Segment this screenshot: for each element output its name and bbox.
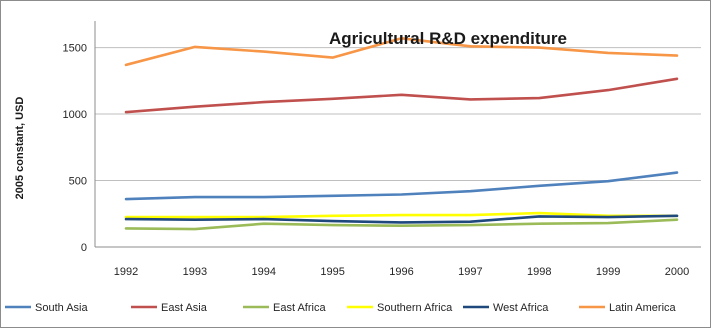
series-lines	[124, 36, 679, 231]
legend-label: East Asia	[161, 302, 208, 314]
y-tick-label: 500	[69, 176, 87, 188]
legend-item: East Africa	[243, 302, 326, 314]
series-line-southern-africa	[124, 211, 679, 219]
legend-label: Latin America	[609, 302, 677, 314]
series-line-latin-america	[124, 36, 679, 67]
series-line-south-asia	[124, 171, 679, 201]
x-tick-label: 1995	[320, 266, 344, 278]
x-tick-label: 1994	[252, 266, 276, 278]
legend-item: Southern Africa	[347, 302, 453, 314]
legend-label: East Africa	[273, 302, 326, 314]
y-tick-label: 0	[81, 242, 87, 254]
series-line-west-africa	[124, 214, 679, 224]
y-axis: 0 500 1000 1500	[63, 21, 96, 254]
legend-label: South Asia	[35, 302, 88, 314]
legend-item: Latin America	[579, 302, 677, 314]
y-axis-label: 2005 constant, USD	[14, 97, 26, 200]
x-tick-label: 1997	[458, 266, 482, 278]
x-tick-label: 2000	[665, 266, 689, 278]
x-tick-label: 1993	[183, 266, 207, 278]
x-tick-label: 1998	[527, 266, 551, 278]
legend-item: West Africa	[463, 302, 549, 314]
y-tick-label: 1500	[63, 43, 87, 55]
y-tick-label: 1000	[63, 109, 87, 121]
series-line-east-asia	[124, 77, 679, 114]
chart-title: Agricultural R&D expenditure	[329, 29, 567, 48]
x-tick-label: 1996	[389, 266, 413, 278]
legend-label: Southern Africa	[377, 302, 453, 314]
series-line-east-africa	[124, 218, 679, 231]
legend-item: East Asia	[131, 302, 208, 314]
x-axis: 1992 1993 1994 1995 1996 1997 1998 1999 2000	[95, 246, 701, 278]
x-tick-label: 1999	[596, 266, 620, 278]
legend: South Asia East Asia East Africa Southern A…	[5, 302, 677, 314]
legend-label: West Africa	[493, 302, 549, 314]
gridlines	[95, 47, 701, 182]
legend-item: South Asia	[5, 302, 88, 314]
x-tick-label: 1992	[114, 266, 138, 278]
